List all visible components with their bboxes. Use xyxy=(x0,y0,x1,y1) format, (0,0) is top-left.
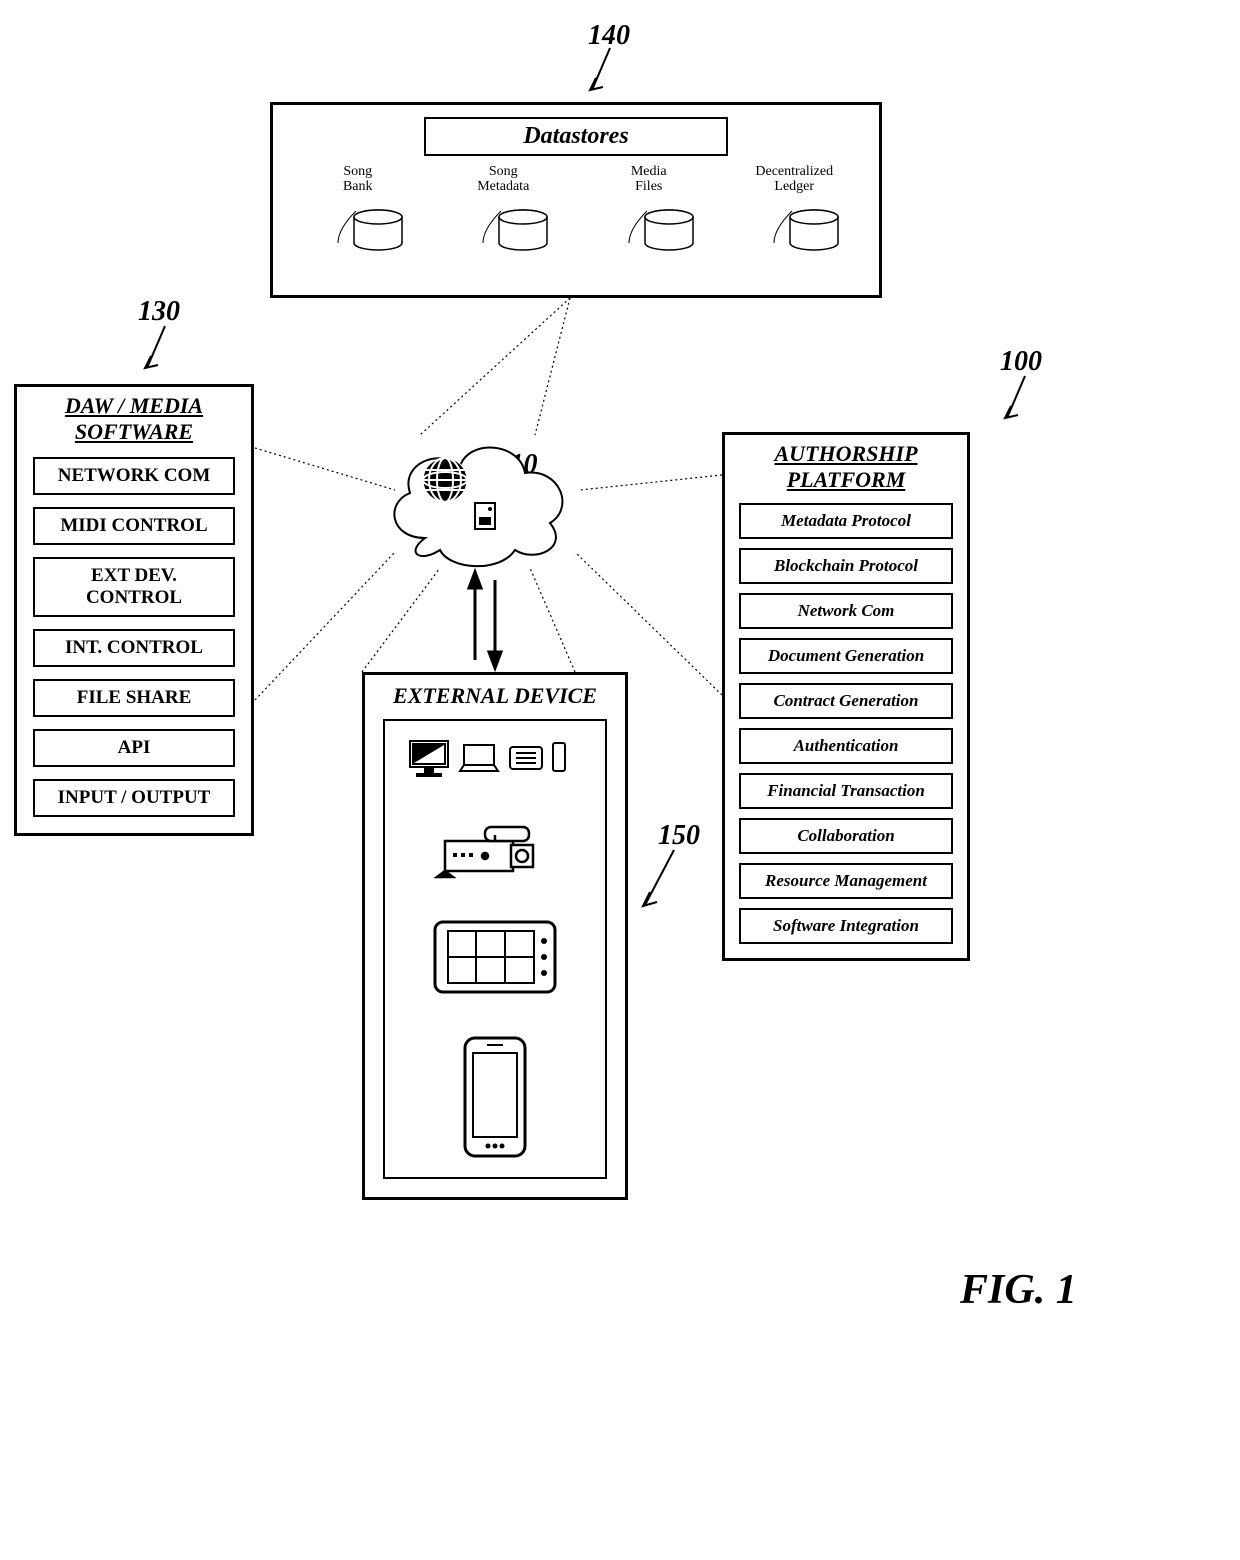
datastores-box: Datastores SongBank SongMetadata xyxy=(270,102,882,298)
cylinder-icon xyxy=(308,199,408,257)
figure-label: FIG. 1 xyxy=(960,1266,1077,1314)
external-device-box: EXTERNAL DEVICE xyxy=(362,672,628,1200)
datastores-title: Datastores xyxy=(424,117,728,156)
ref-140: 140 xyxy=(588,20,630,52)
daw-item: INPUT / OUTPUT xyxy=(33,779,235,817)
authorship-item: Resource Management xyxy=(739,863,953,899)
authorship-item-list: Metadata Protocol Blockchain Protocol Ne… xyxy=(725,493,967,958)
authorship-item: Network Com xyxy=(739,593,953,629)
datastore-decentralized-ledger: DecentralizedLedger xyxy=(724,164,864,257)
cloud-icon xyxy=(370,418,590,588)
daw-title: DAW / MEDIA SOFTWARE xyxy=(17,387,251,445)
authorship-item: Authentication xyxy=(739,728,953,764)
cylinder-icon xyxy=(453,199,553,257)
daw-item: NETWORK COM xyxy=(33,457,235,495)
daw-item: MIDI CONTROL xyxy=(33,507,235,545)
daw-item: API xyxy=(33,729,235,767)
authorship-item: Metadata Protocol xyxy=(739,503,953,539)
daw-item-list: NETWORK COM MIDI CONTROL EXT DEV. CONTRO… xyxy=(17,445,251,833)
authorship-title: AUTHORSHIP PLATFORM xyxy=(725,435,967,493)
authorship-item: Software Integration xyxy=(739,908,953,944)
external-device-title: EXTERNAL DEVICE xyxy=(365,675,625,719)
cylinder-icon xyxy=(599,199,699,257)
external-device-inner xyxy=(383,719,607,1179)
smartphone-icon xyxy=(455,1033,535,1163)
computers-icon xyxy=(405,735,585,785)
authorship-item: Document Generation xyxy=(739,638,953,674)
authorship-item: Collaboration xyxy=(739,818,953,854)
authorship-box: AUTHORSHIP PLATFORM Metadata Protocol Bl… xyxy=(722,432,970,961)
ref-130: 130 xyxy=(138,296,180,328)
daw-item: FILE SHARE xyxy=(33,679,235,717)
ref-100: 100 xyxy=(1000,346,1042,378)
authorship-item: Financial Transaction xyxy=(739,773,953,809)
ref-150: 150 xyxy=(658,820,700,852)
datastore-song-bank: SongBank xyxy=(288,164,428,257)
figure-1-diagram: 140 130 100 110 150 Datastores SongBank … xyxy=(0,0,1240,1560)
datastores-row: SongBank SongMetadata MediaFiles xyxy=(273,164,879,273)
cylinder-icon xyxy=(744,199,844,257)
daw-box: DAW / MEDIA SOFTWARE NETWORK COM MIDI CO… xyxy=(14,384,254,836)
daw-item: EXT DEV. CONTROL xyxy=(33,557,235,617)
authorship-item: Blockchain Protocol xyxy=(739,548,953,584)
datastore-media-files: MediaFiles xyxy=(579,164,719,257)
tablet-icon xyxy=(430,917,560,997)
video-camera-icon xyxy=(425,821,565,881)
authorship-item: Contract Generation xyxy=(739,683,953,719)
daw-item: INT. CONTROL xyxy=(33,629,235,667)
datastore-song-metadata: SongMetadata xyxy=(433,164,573,257)
